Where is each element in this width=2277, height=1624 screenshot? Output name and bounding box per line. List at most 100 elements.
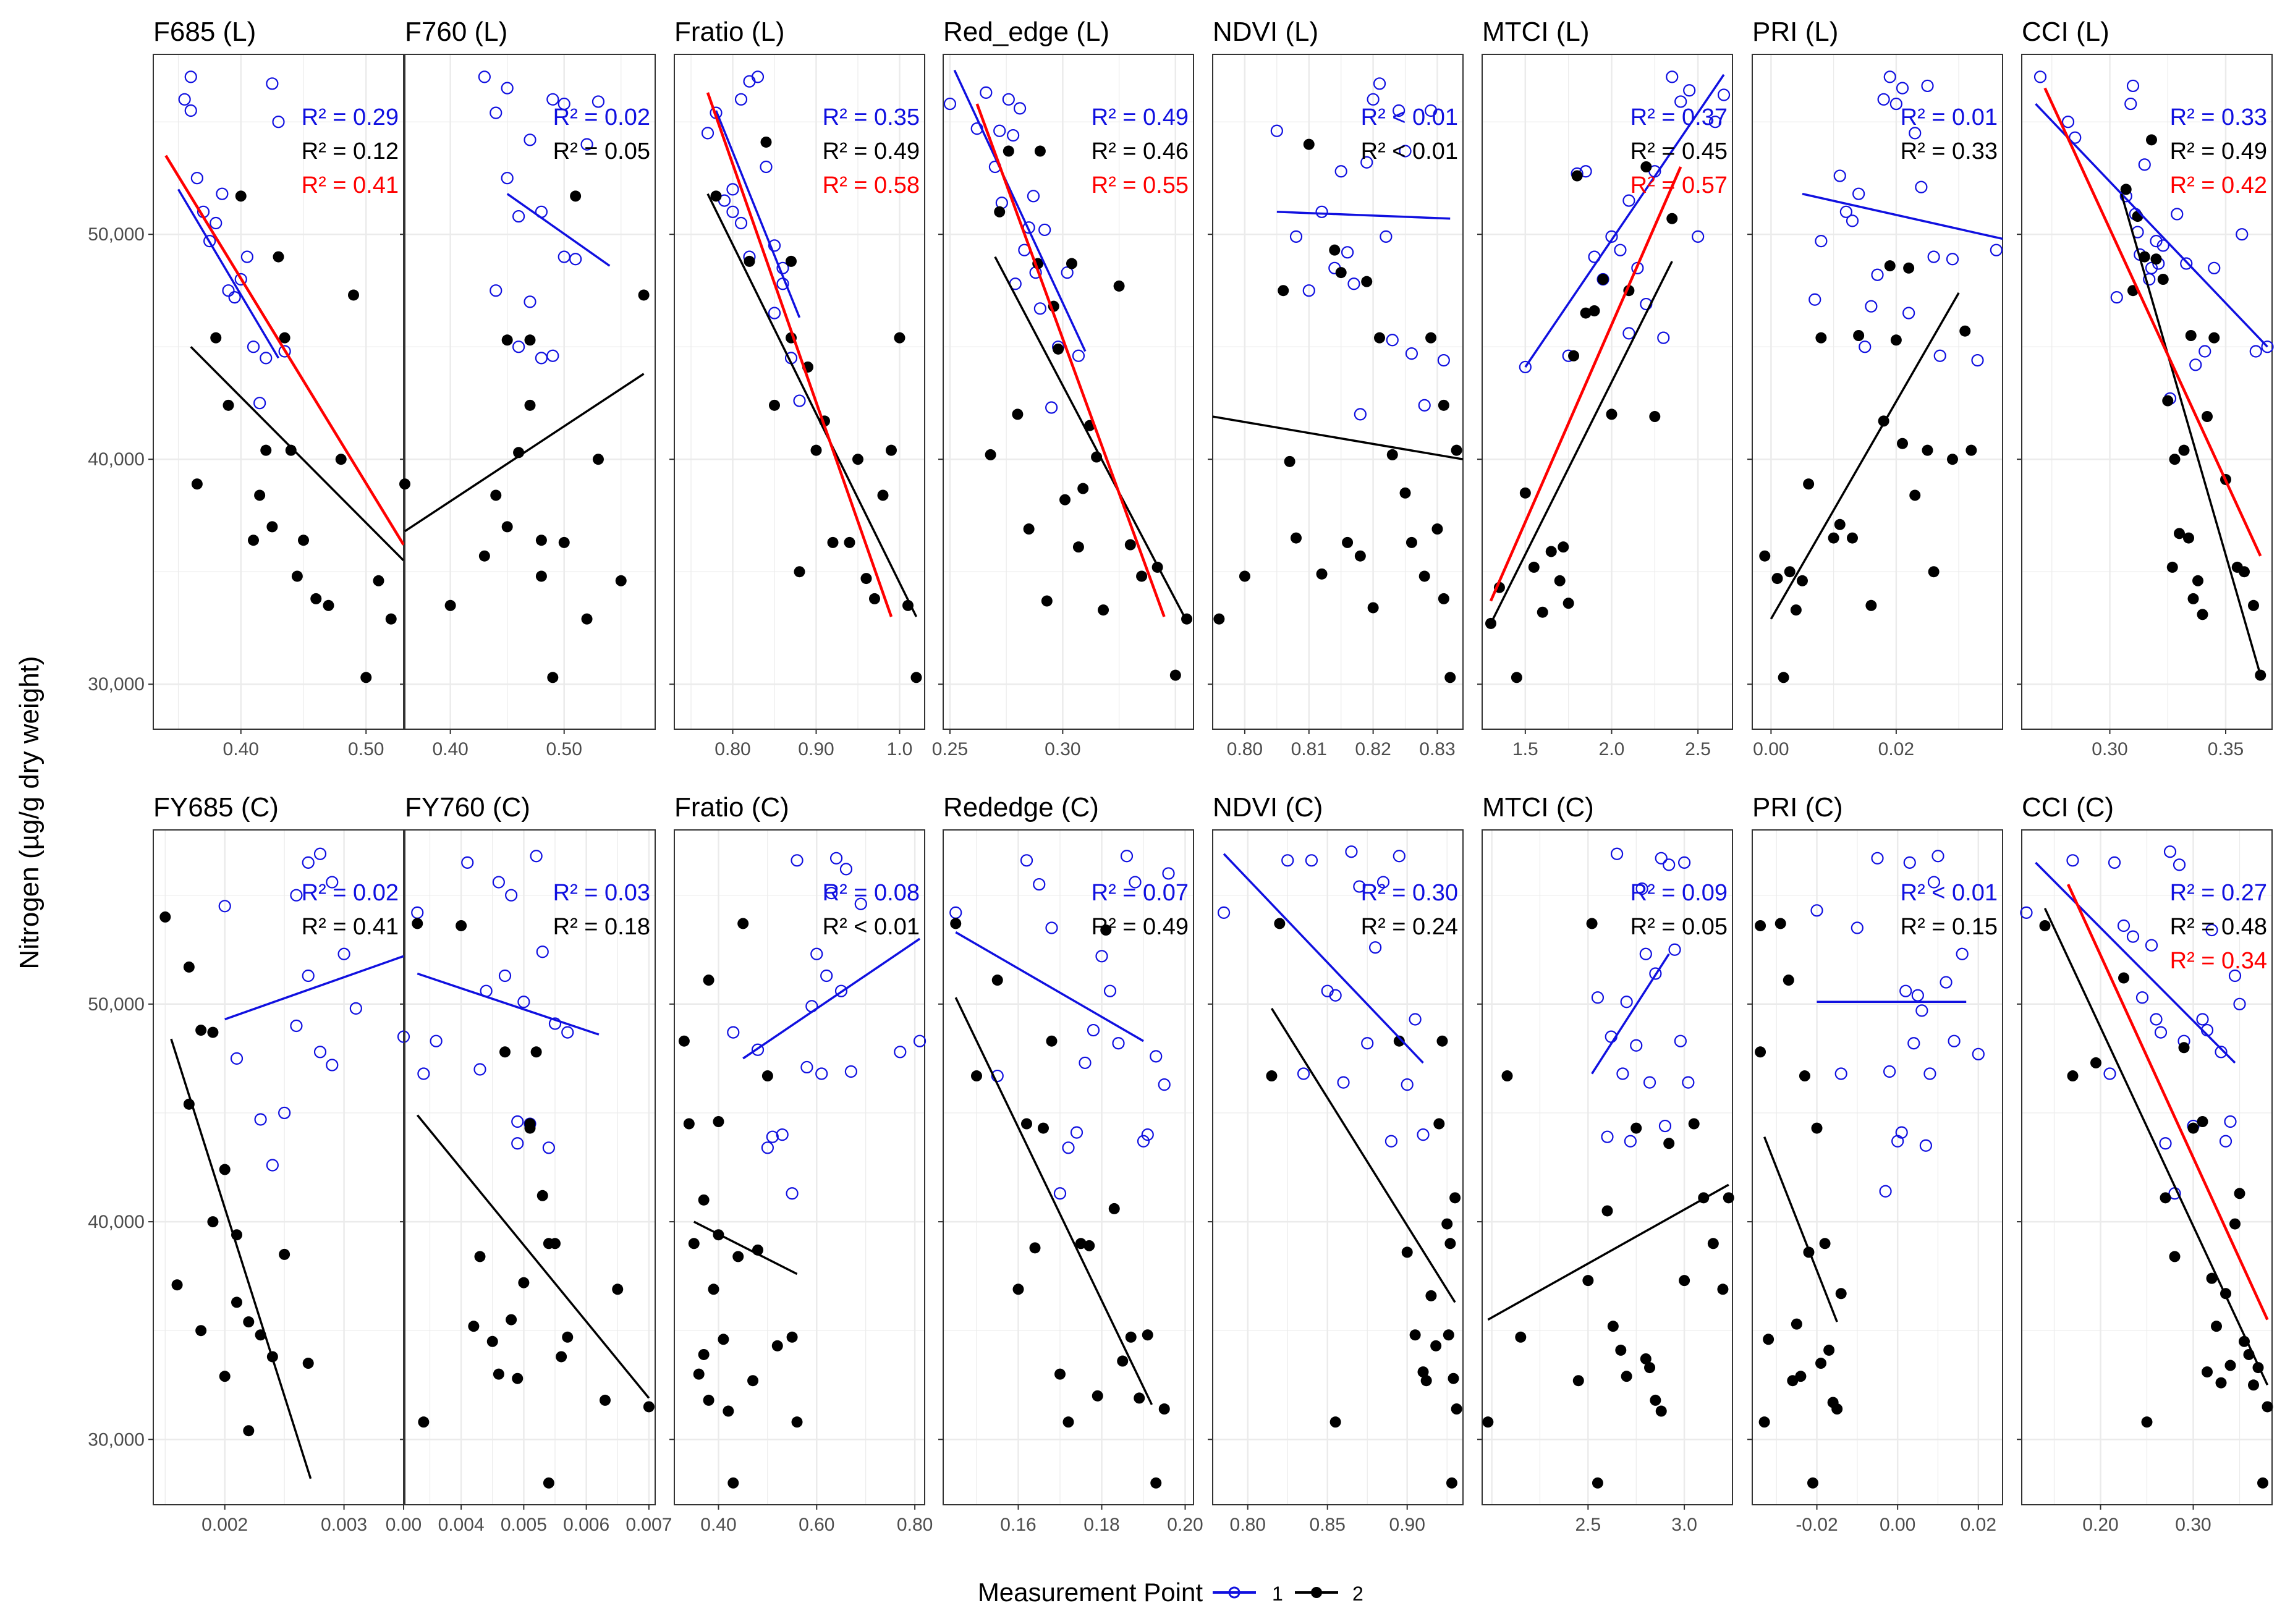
fit-line-blue (742, 937, 921, 1060)
point-series-2 (1775, 918, 1786, 929)
point-series-1 (1851, 921, 1864, 934)
point-series-2 (556, 1351, 567, 1363)
point-series-1 (2261, 340, 2274, 353)
point-series-1 (1915, 1004, 1928, 1017)
series-1 (701, 70, 806, 407)
point-series-1 (546, 93, 559, 106)
point-series-2 (183, 961, 195, 973)
point-series-1 (178, 93, 191, 106)
point-series-1 (266, 77, 279, 90)
point-series-1 (1591, 991, 1605, 1004)
point-series-2 (1053, 343, 1064, 355)
x-tick-label: 0.85 (1310, 1515, 1346, 1535)
fit-line-black (170, 1038, 312, 1479)
point-series-1 (2150, 1013, 2163, 1026)
point-series-2 (852, 454, 863, 465)
point-series-2 (769, 399, 780, 411)
point-series-1 (701, 127, 714, 140)
point-series-1 (1927, 876, 1941, 889)
point-series-2 (547, 672, 559, 683)
point-series-2 (1797, 575, 1808, 586)
x-tick-label: 0.00 (386, 1515, 422, 1535)
point-series-2 (1425, 332, 1437, 344)
panel: MTCI (C) 2.5 3.0 R² = 0.09 R² = 0.05 (1477, 792, 1734, 1535)
point-series-2 (1482, 1416, 1494, 1428)
fit-line-black (2120, 193, 2262, 676)
point-series-2 (501, 334, 513, 346)
point-series-1 (1141, 1128, 1154, 1141)
point-series-2 (1083, 1240, 1095, 1251)
point-series-2 (1374, 332, 1385, 344)
point-series-2 (1649, 411, 1661, 423)
point-series-2 (1755, 920, 1766, 931)
point-series-1 (2233, 997, 2246, 1010)
point-series-2 (592, 454, 604, 465)
point-series-1 (1678, 856, 1691, 869)
point-series-1 (2033, 70, 2047, 83)
point-series-2 (1142, 1329, 1153, 1341)
point-series-1 (505, 889, 518, 902)
grid (1212, 54, 1463, 729)
series-2 (1759, 260, 1977, 683)
point-series-2 (1425, 1290, 1437, 1301)
point-series-1 (234, 273, 247, 286)
point-series-2 (243, 1316, 255, 1328)
r2-label: R² = 0.58 (823, 172, 920, 198)
panel: Fratio (C) 0.40 0.60 0.80 R² = 0.08 R² < 0.01 (669, 792, 933, 1535)
point-series-2 (1791, 1318, 1802, 1330)
point-series-2 (570, 190, 582, 202)
x-tick-label: 0.82 (1355, 739, 1391, 759)
point-series-2 (1554, 575, 1566, 586)
point-series-1 (473, 1063, 486, 1076)
point-series-2 (710, 190, 722, 202)
point-series-2 (1278, 285, 1289, 297)
point-series-1 (1601, 1130, 1614, 1143)
point-series-2 (2257, 1477, 2268, 1489)
series-2 (191, 190, 397, 683)
panel: F685 (L) 30,000 40,000 50,000 0.40 0.50 R² = 0… (88, 17, 405, 759)
x-tick-label: 0.00 (1753, 739, 1789, 759)
point-series-1 (1649, 967, 1662, 980)
point-series-2 (1580, 307, 1592, 319)
point-series-1 (337, 947, 350, 960)
x-tick-label: 2.0 (1599, 739, 1625, 759)
point-series-2 (207, 1026, 219, 1038)
point-series-1 (1380, 230, 1393, 243)
point-series-1 (1281, 854, 1294, 867)
point-series-2 (786, 255, 797, 267)
point-series-2 (2248, 599, 2259, 611)
point-series-2 (1029, 1242, 1041, 1254)
point-series-2 (1274, 918, 1286, 929)
point-series-1 (1630, 1039, 1643, 1052)
fit-line-black (404, 373, 645, 533)
point-series-1 (894, 1046, 907, 1059)
fit-line-black (954, 997, 1153, 1405)
point-series-1 (776, 1128, 789, 1141)
point-series-2 (2211, 1321, 2222, 1332)
point-series-1 (751, 70, 765, 83)
point-series-2 (1329, 1416, 1341, 1428)
point-series-2 (1438, 399, 1449, 411)
point-series-1 (490, 106, 502, 119)
point-series-2 (1947, 454, 1958, 465)
x-tick-label: 0.16 (1000, 1515, 1036, 1535)
point-series-1 (1896, 82, 1909, 95)
point-series-1 (2108, 856, 2121, 869)
point-series-1 (580, 138, 593, 151)
point-series-2 (1239, 570, 1250, 582)
r2-label: R² = 0.35 (823, 104, 920, 130)
point-series-2 (506, 1314, 517, 1326)
x-tick-label: 0.003 (321, 1515, 367, 1535)
point-series-2 (1758, 1416, 1770, 1428)
point-series-2 (2090, 1057, 2101, 1068)
series-1 (1217, 845, 1430, 1148)
point-series-2 (543, 1477, 554, 1489)
point-series-1 (1353, 880, 1366, 893)
point-series-2 (360, 672, 372, 683)
fit-line-black (693, 1220, 798, 1275)
panel-border (153, 54, 404, 730)
point-series-1 (1033, 302, 1046, 315)
point-series-2 (1213, 613, 1225, 625)
r2-label: R² = 0.24 (1361, 914, 1458, 940)
point-series-2 (1399, 487, 1411, 499)
